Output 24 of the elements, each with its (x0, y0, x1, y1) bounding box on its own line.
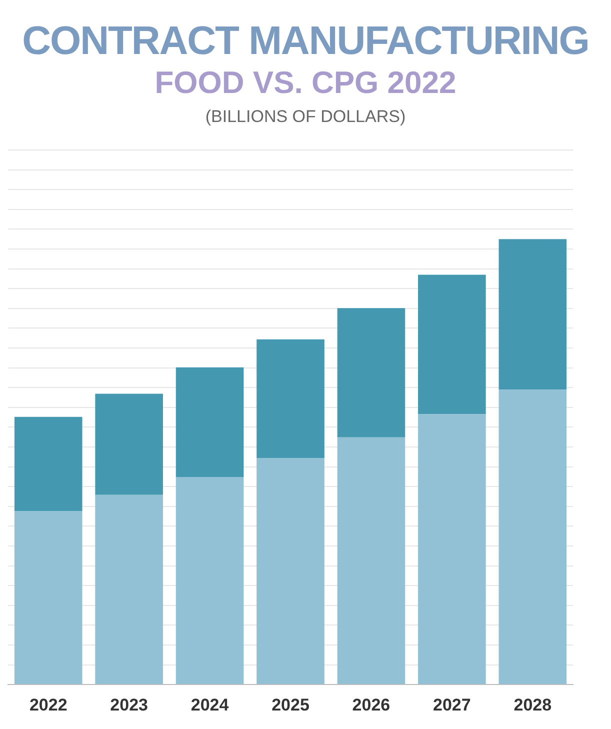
bar (14, 511, 82, 684)
x-tick-label: 2022 (29, 695, 68, 714)
bar (418, 274, 486, 414)
x-tick-label: 2025 (272, 695, 310, 714)
x-tick-label: 2028 (514, 695, 552, 714)
x-tick-label: 2027 (433, 695, 471, 714)
text: (BILLIONS OF DOLLARS) (204, 106, 407, 128)
bar (498, 239, 567, 390)
x-tick-label: 2026 (352, 695, 390, 714)
x-tick-label: 2024 (190, 695, 230, 714)
bar (418, 414, 486, 684)
bar (256, 458, 324, 684)
chart-title: CONTRACT MANUFACTURING (21, 18, 590, 64)
bar (14, 416, 82, 512)
bar (95, 494, 163, 684)
chart-subtitle: FOOD VS. CPG 2022 (154, 64, 458, 102)
bar (95, 394, 163, 495)
x-tick-label: 2023 (110, 695, 148, 714)
bar (337, 308, 406, 438)
bar (176, 367, 244, 477)
bar (498, 390, 567, 684)
bar (256, 339, 324, 458)
bar (337, 437, 406, 684)
bar (176, 476, 244, 684)
